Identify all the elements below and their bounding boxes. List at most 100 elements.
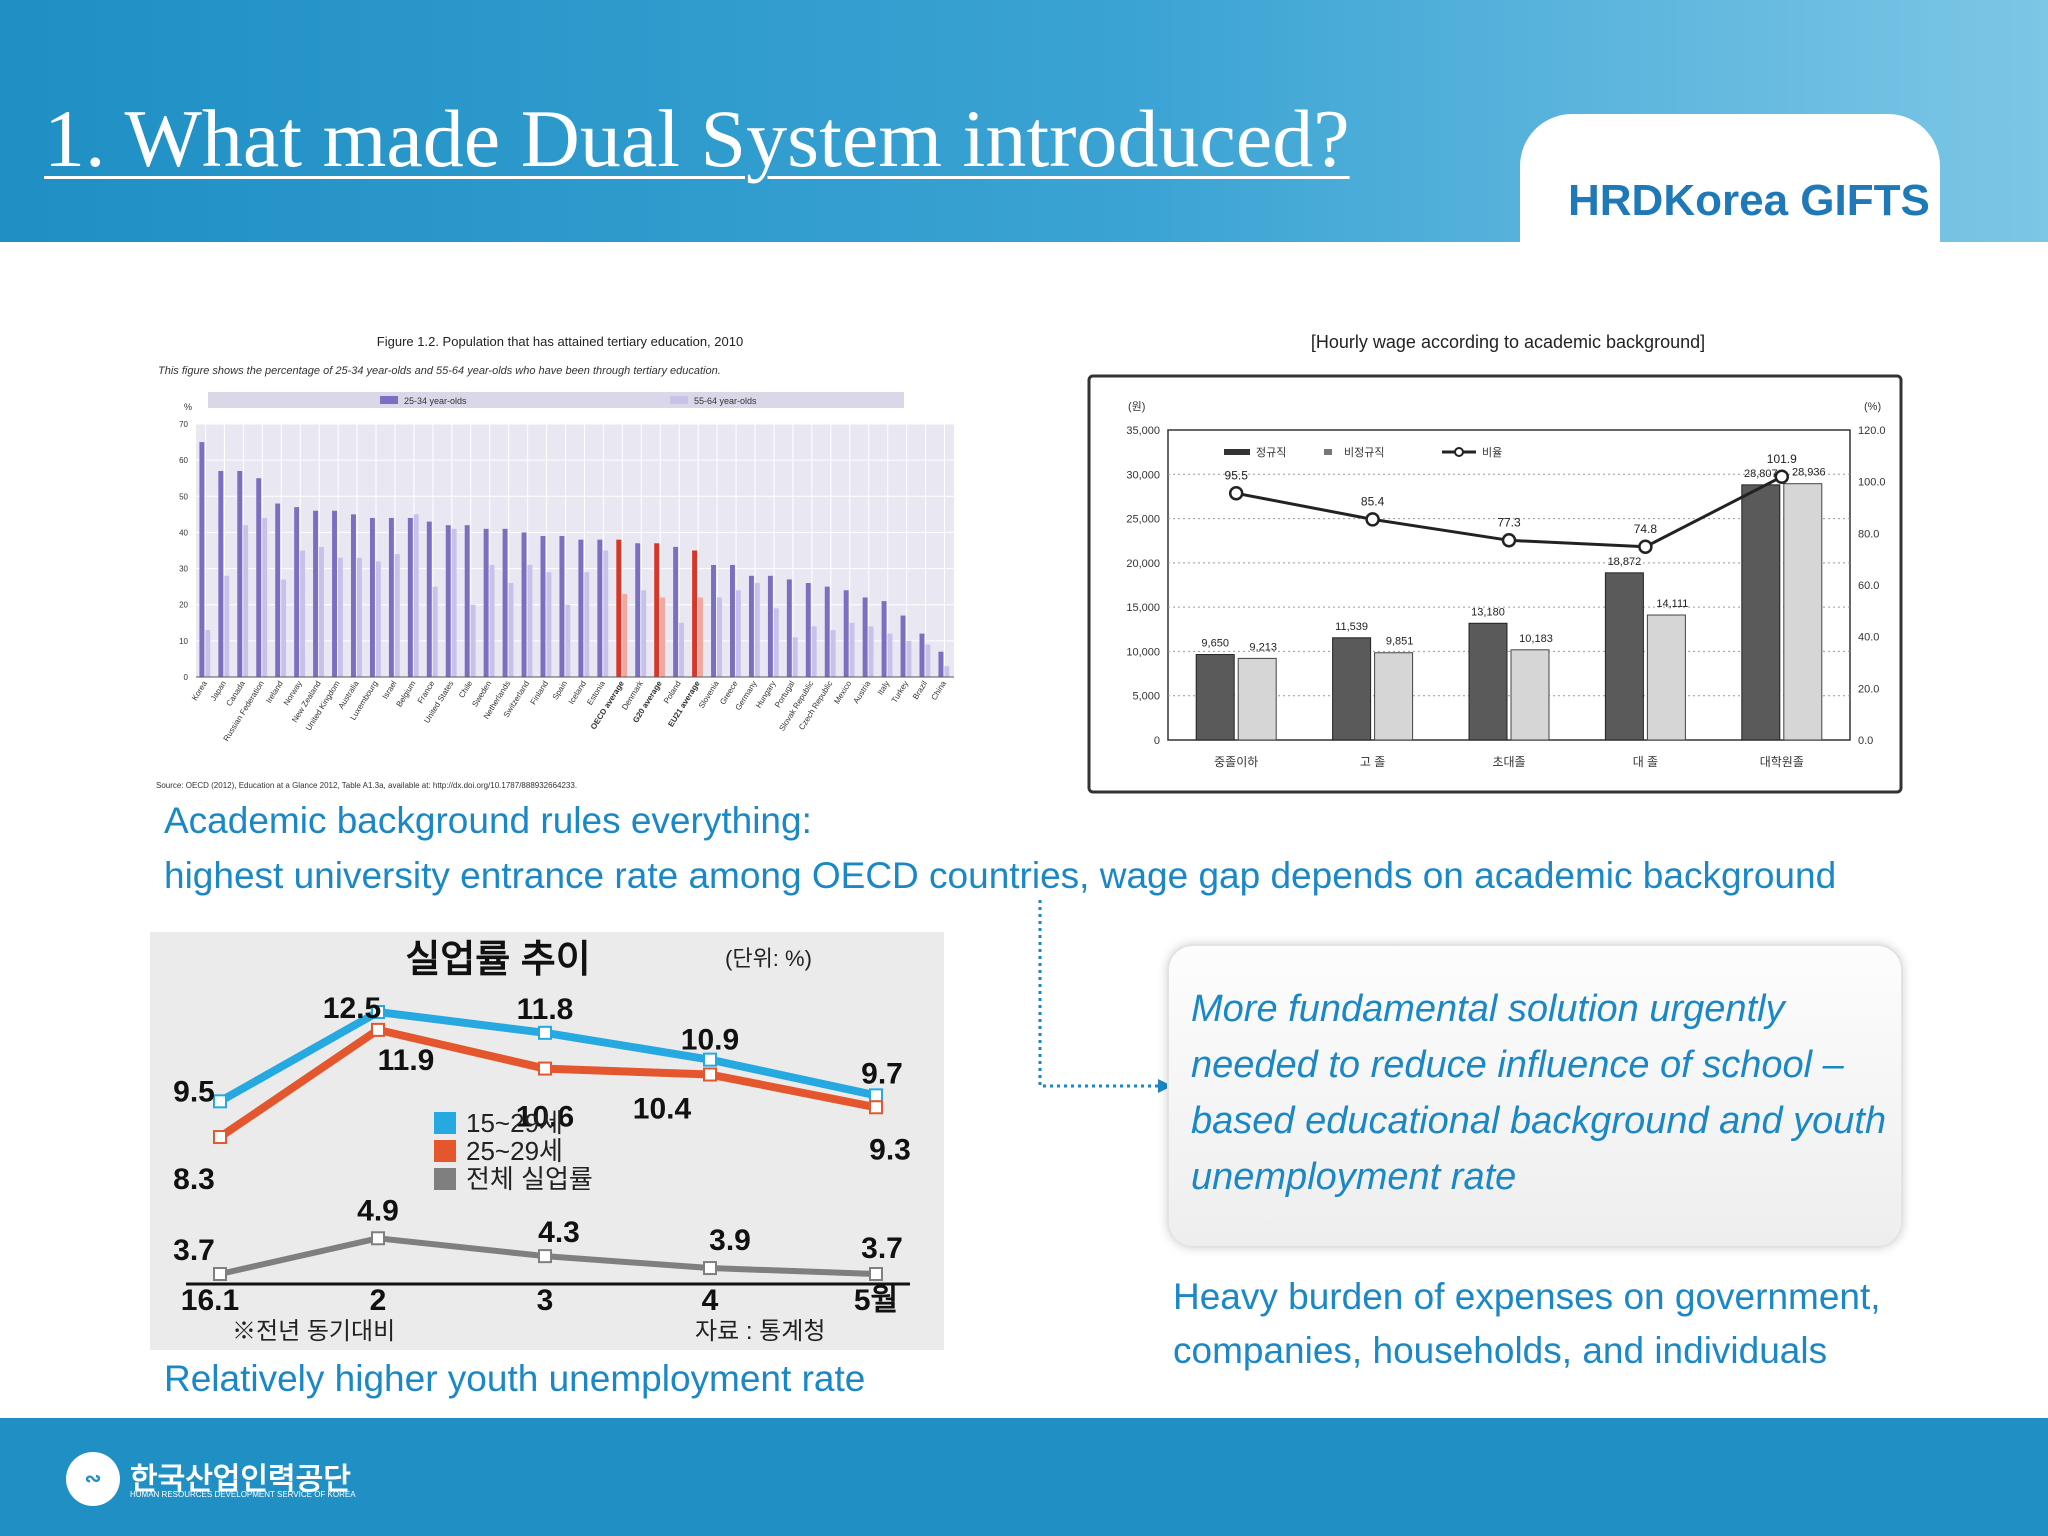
chart1-bar-5564-37 bbox=[906, 640, 912, 677]
chart3-label-1-3: 10.4 bbox=[633, 1093, 692, 1126]
connector-arrow bbox=[1038, 900, 1170, 1093]
chart2-legend-label-nonregular: 비정규직 bbox=[1344, 446, 1384, 459]
chart3-point-0-0 bbox=[213, 1094, 227, 1109]
chart1-bar-2534-9 bbox=[369, 517, 375, 677]
chart1-bar-5564-26 bbox=[698, 597, 703, 677]
chart2-bar-regular-0 bbox=[1195, 654, 1235, 741]
chart1-bar-2534-14 bbox=[464, 525, 470, 677]
chart3-point-1-4 bbox=[869, 1100, 883, 1115]
chart1-bar-5564-33 bbox=[830, 630, 836, 677]
chart1-source: Source: OECD (2012), Education at a Glan… bbox=[156, 781, 577, 790]
chart1-bar-5564-36 bbox=[887, 633, 893, 677]
chart2-y2tick-6: 120.0 bbox=[1858, 425, 1886, 437]
chart2-label-regular-3: 18,872 bbox=[1608, 556, 1642, 568]
chart2-xtick-1: 고 졸 bbox=[1360, 755, 1385, 769]
chart1-bar-2534-19 bbox=[559, 536, 565, 677]
chart2-ytick-0: 0 bbox=[1154, 735, 1160, 747]
chart1-ytick-4: 40 bbox=[179, 528, 188, 537]
chart1-bar-5564-3 bbox=[262, 517, 268, 677]
chart1-bar-5564-13 bbox=[451, 528, 457, 677]
chart1-ytick-5: 50 bbox=[179, 492, 188, 501]
chart1-xtick-14: Chile bbox=[457, 679, 475, 700]
chart3-legend-swatch-2 bbox=[434, 1168, 456, 1190]
chart1-xtick-39: China bbox=[929, 679, 948, 702]
chart1-xtick-19: Spain bbox=[551, 679, 569, 701]
chart1-xtick-0: Korea bbox=[190, 679, 209, 702]
chart2-bar-nonregular-4 bbox=[1783, 483, 1823, 741]
chart1-bar-5564-0 bbox=[205, 630, 211, 677]
chart2-legend-swatch-regular bbox=[1224, 449, 1250, 455]
callout-line-1: More fundamental solution urgently bbox=[1191, 988, 1785, 1030]
chart1-bar-2534-2 bbox=[237, 470, 243, 677]
chart3-legend-swatch-0 bbox=[434, 1112, 456, 1134]
chart3-point-2-0 bbox=[213, 1267, 227, 1281]
chart1-xtick-1: Japan bbox=[209, 679, 228, 702]
chart1-ytick-3: 30 bbox=[179, 565, 188, 574]
chart2-ytick-2: 10,000 bbox=[1126, 646, 1160, 658]
oecd-education-chart: Figure 1.2. Population that has attained… bbox=[156, 334, 954, 790]
chart1-bar-2534-36 bbox=[881, 601, 887, 677]
callout-line-2: needed to reduce influence of school – bbox=[1191, 1044, 1844, 1086]
chart1-xtick-38: Brazil bbox=[911, 679, 929, 701]
chart1-bar-2534-37 bbox=[900, 615, 906, 677]
callout-line-4: unemployment rate bbox=[1191, 1156, 1517, 1198]
chart2-label-regular-2: 13,180 bbox=[1471, 606, 1505, 618]
chart1-bar-2534-16 bbox=[502, 528, 508, 677]
burden-line-1: Heavy burden of expenses on government, bbox=[1173, 1276, 1881, 1317]
chart2-ylabel: (원) bbox=[1128, 400, 1145, 413]
chart2-ytick-6: 30,000 bbox=[1126, 469, 1160, 481]
chart1-xtick-36: Italy bbox=[876, 679, 891, 696]
chart3-point-2-4 bbox=[869, 1267, 883, 1281]
chart1-legend-label-1: 25-34 year-olds bbox=[404, 396, 467, 406]
chart2-y2tick-2: 40.0 bbox=[1858, 632, 1879, 644]
chart1-xtick-10: Israel bbox=[381, 679, 399, 701]
chart3-xtick-4: 5월 bbox=[854, 1284, 898, 1317]
burden-line-2: companies, households, and individuals bbox=[1173, 1330, 1828, 1371]
chart2-xtick-0: 중졸이하 bbox=[1214, 755, 1258, 769]
chart3-legend-label-2: 전체 실업률 bbox=[466, 1164, 593, 1194]
chart1-bar-2534-4 bbox=[275, 503, 281, 677]
chart1-bar-2534-13 bbox=[445, 525, 451, 677]
chart2-ratio-label-4: 101.9 bbox=[1767, 452, 1797, 466]
chart2-y2tick-4: 80.0 bbox=[1858, 528, 1879, 540]
chart1-bar-5564-12 bbox=[432, 586, 438, 677]
chart2-xtick-4: 대학원졸 bbox=[1760, 755, 1804, 769]
chart1-bar-2534-11 bbox=[407, 517, 413, 677]
chart3-point-1-1 bbox=[371, 1022, 385, 1037]
chart1-bar-5564-29 bbox=[754, 583, 760, 677]
chart2-legend-swatch-nonregular bbox=[1324, 449, 1332, 455]
chart1-bar-5564-15 bbox=[489, 564, 495, 677]
chart1-bar-5564-1 bbox=[224, 575, 230, 677]
chart1-bar-5564-24 bbox=[660, 597, 666, 677]
chart3-point-0-2 bbox=[538, 1025, 552, 1040]
chart3-label-0-3: 10.9 bbox=[681, 1024, 739, 1057]
chart3-label-2-4: 3.7 bbox=[861, 1232, 903, 1265]
chart2-label-nonregular-1: 9,851 bbox=[1386, 636, 1414, 648]
chart1-bar-2534-5 bbox=[294, 507, 300, 677]
chart3-label-2-0: 3.7 bbox=[173, 1234, 215, 1267]
chart3-label-0-0: 9.5 bbox=[173, 1075, 215, 1108]
chart2-title: [Hourly wage according to academic backg… bbox=[1311, 332, 1705, 352]
chart2-ratio-point-4 bbox=[1774, 469, 1790, 485]
chart1-bar-5564-18 bbox=[546, 572, 552, 677]
chart1-bar-2534-27 bbox=[711, 564, 716, 677]
chart1-bar-5564-35 bbox=[868, 626, 874, 677]
chart2-bar-nonregular-1 bbox=[1374, 652, 1414, 741]
chart3-label-1-2: 10.6 bbox=[516, 1101, 574, 1134]
chart1-bar-5564-20 bbox=[584, 572, 590, 677]
chart3-label-2-1: 4.9 bbox=[357, 1194, 399, 1227]
chart1-bar-2534-25 bbox=[673, 546, 679, 677]
chart2-label-regular-4: 28,807 bbox=[1744, 468, 1778, 480]
chart2-bar-nonregular-3 bbox=[1646, 614, 1686, 741]
chart1-bar-2534-8 bbox=[351, 514, 356, 677]
chart1-bar-2534-32 bbox=[805, 583, 811, 677]
chart3-xtick-2: 3 bbox=[537, 1284, 554, 1317]
chart3-label-2-3: 3.9 bbox=[709, 1224, 751, 1257]
chart1-bar-5564-30 bbox=[773, 608, 779, 677]
callout-line-3: based educational background and youth bbox=[1191, 1100, 1887, 1142]
chart1-bar-2534-34 bbox=[843, 590, 849, 677]
chart1-bar-5564-39 bbox=[944, 666, 950, 677]
chart1-bar-2534-29 bbox=[748, 575, 754, 677]
chart3-point-2-3 bbox=[703, 1261, 717, 1276]
chart1-bar-5564-31 bbox=[792, 637, 798, 677]
